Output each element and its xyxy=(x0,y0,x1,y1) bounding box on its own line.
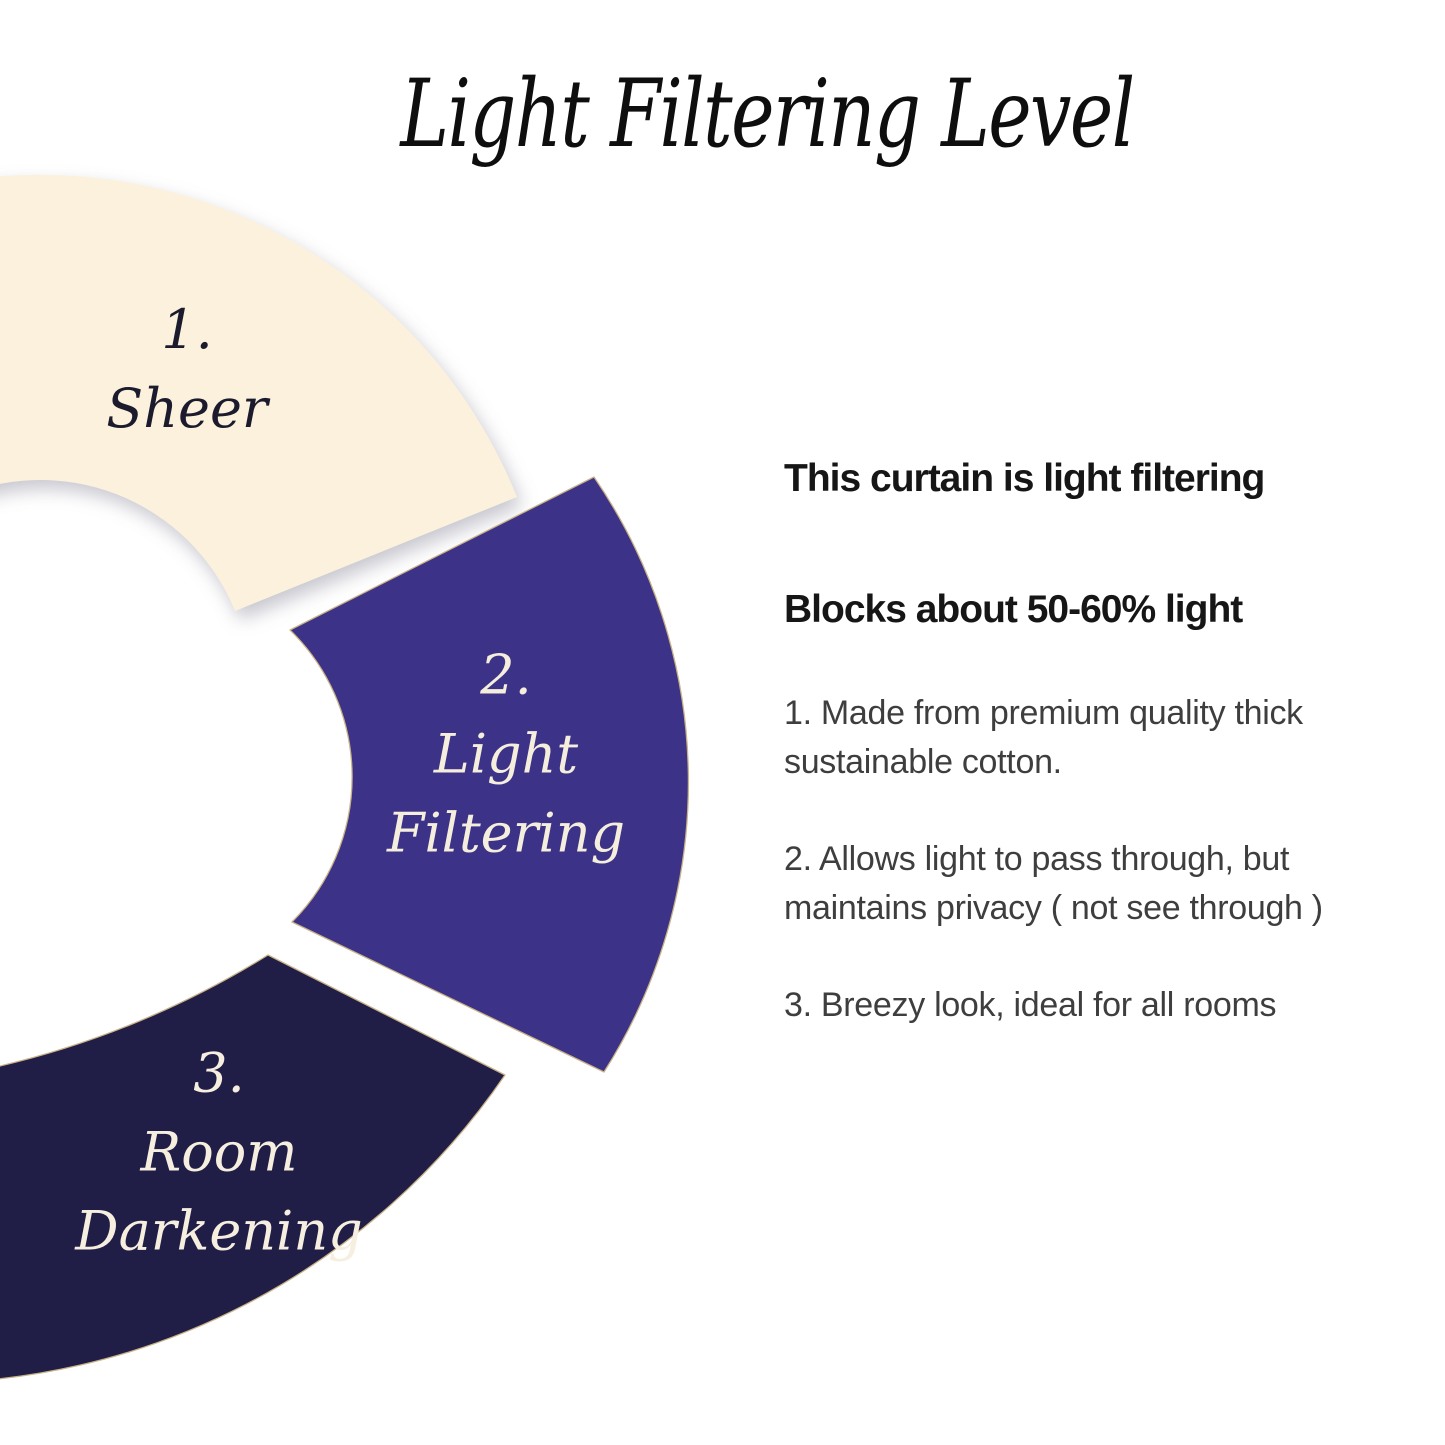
detail-point-2: 2. Allows light to pass through, but mai… xyxy=(784,840,1323,927)
segment-number-1: 1. xyxy=(161,298,213,361)
segment-name-light-filtering: Light Filtering xyxy=(386,722,626,865)
segment-number-2: 2. xyxy=(480,643,532,707)
segment-sheer-arc xyxy=(0,174,517,611)
segment-label-room-darkening: 3. Room Darkening xyxy=(64,1034,374,1271)
segment-sheer-group xyxy=(0,174,517,611)
segment-room-darkening-arc xyxy=(0,954,506,1380)
segment-name-sheer: Sheer xyxy=(106,377,268,440)
details-heading: This curtain is light filtering xyxy=(784,457,1265,500)
segment-name-room-darkening: Room Darkening xyxy=(75,1120,363,1263)
page-title: Light Filtering Level xyxy=(297,68,1237,162)
segment-light-filtering-arc xyxy=(289,476,690,1073)
segment-number-3: 3. xyxy=(193,1041,245,1105)
detail-point-1: 1. Made from premium quality thick susta… xyxy=(784,694,1303,781)
segment-label-sheer: 1. Sheer xyxy=(106,290,268,448)
details-subheading: Blocks about 50-60% light xyxy=(784,588,1243,631)
details-column: This curtain is light filtering Blocks a… xyxy=(784,455,1432,1078)
page-title-text: Light Filtering Level xyxy=(400,60,1135,169)
segment-label-light-filtering: 2. Light Filtering xyxy=(371,636,641,873)
detail-point-3: 3. Breezy look, ideal for all rooms xyxy=(784,986,1277,1024)
